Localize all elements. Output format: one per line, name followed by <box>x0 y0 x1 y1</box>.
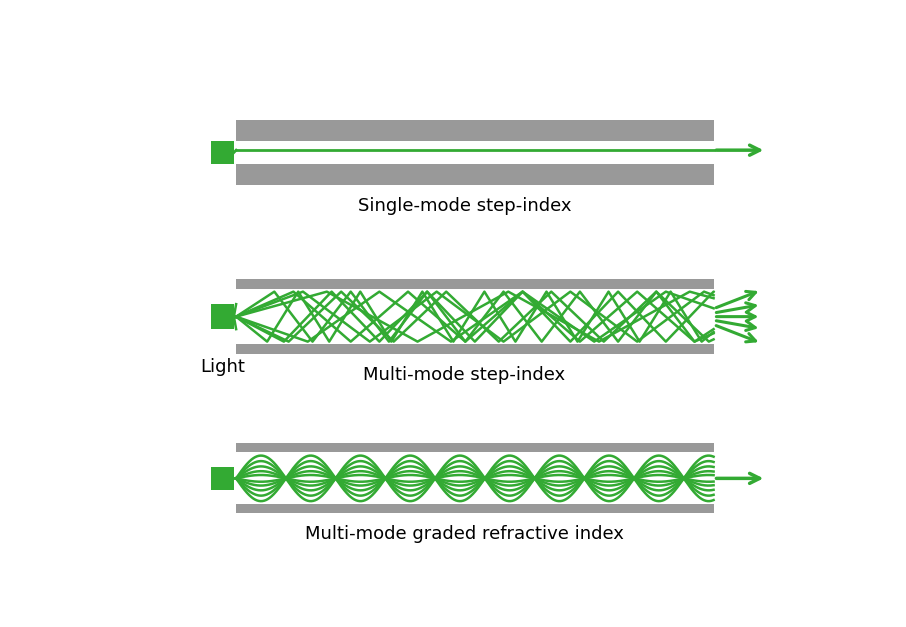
Bar <box>236 452 714 505</box>
Bar <box>211 304 234 329</box>
Text: Light: Light <box>200 358 246 376</box>
Bar <box>236 141 714 164</box>
Bar <box>236 279 714 354</box>
Text: Multi-mode graded refractive index: Multi-mode graded refractive index <box>305 525 623 544</box>
Bar <box>211 466 234 490</box>
Bar <box>236 443 714 514</box>
Bar <box>211 141 234 164</box>
Bar <box>236 120 714 185</box>
Text: Single-mode step-index: Single-mode step-index <box>358 197 571 215</box>
Text: Multi-mode step-index: Multi-mode step-index <box>363 366 565 384</box>
Bar <box>236 289 714 344</box>
